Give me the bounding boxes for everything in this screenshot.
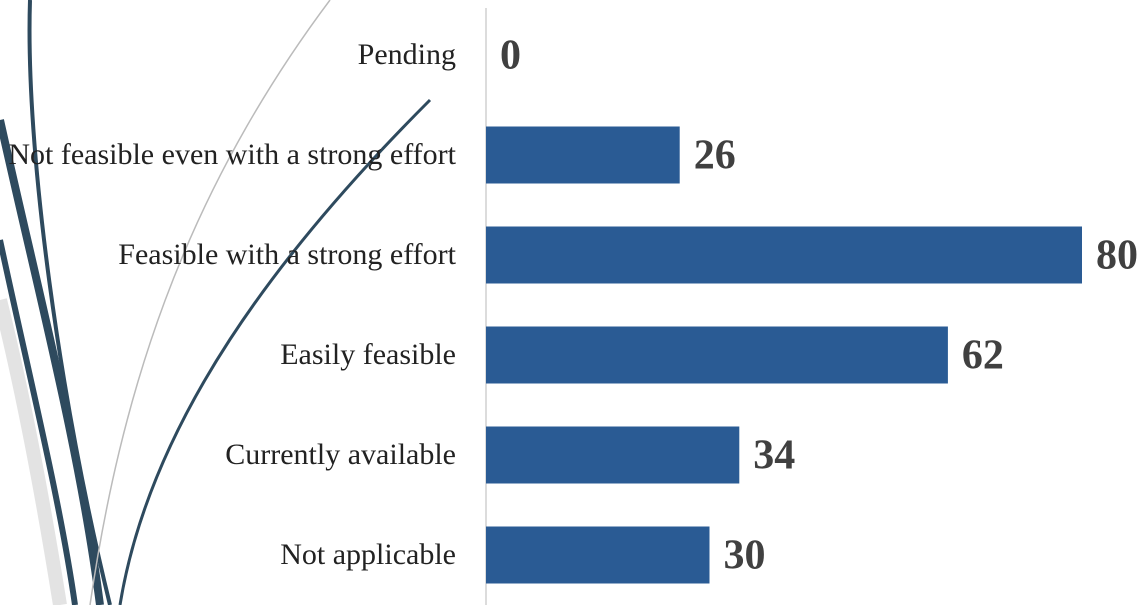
bar [486,327,948,384]
bar [486,427,739,484]
category-label: Currently available [6,438,456,472]
chart-svg: 0 26 80 62 34 30 [0,0,1141,605]
value-label: 30 [724,533,766,579]
category-label: Feasible with a strong effort [6,238,456,272]
value-label: 34 [753,433,795,479]
category-label: Pending [6,38,456,72]
value-label: 26 [694,133,736,179]
value-label: 80 [1096,233,1138,279]
bar [486,527,710,584]
value-label: 62 [962,333,1004,379]
bar [486,127,680,184]
chart: 0 26 80 62 34 30 Pending Not feasible even wit… [0,0,1141,605]
decoration [0,0,430,605]
value-label: 0 [500,33,521,79]
bar [486,227,1082,284]
category-label: Not applicable [6,538,456,572]
category-label: Not feasible even with a strong effort [6,138,456,172]
category-label: Easily feasible [6,338,456,372]
